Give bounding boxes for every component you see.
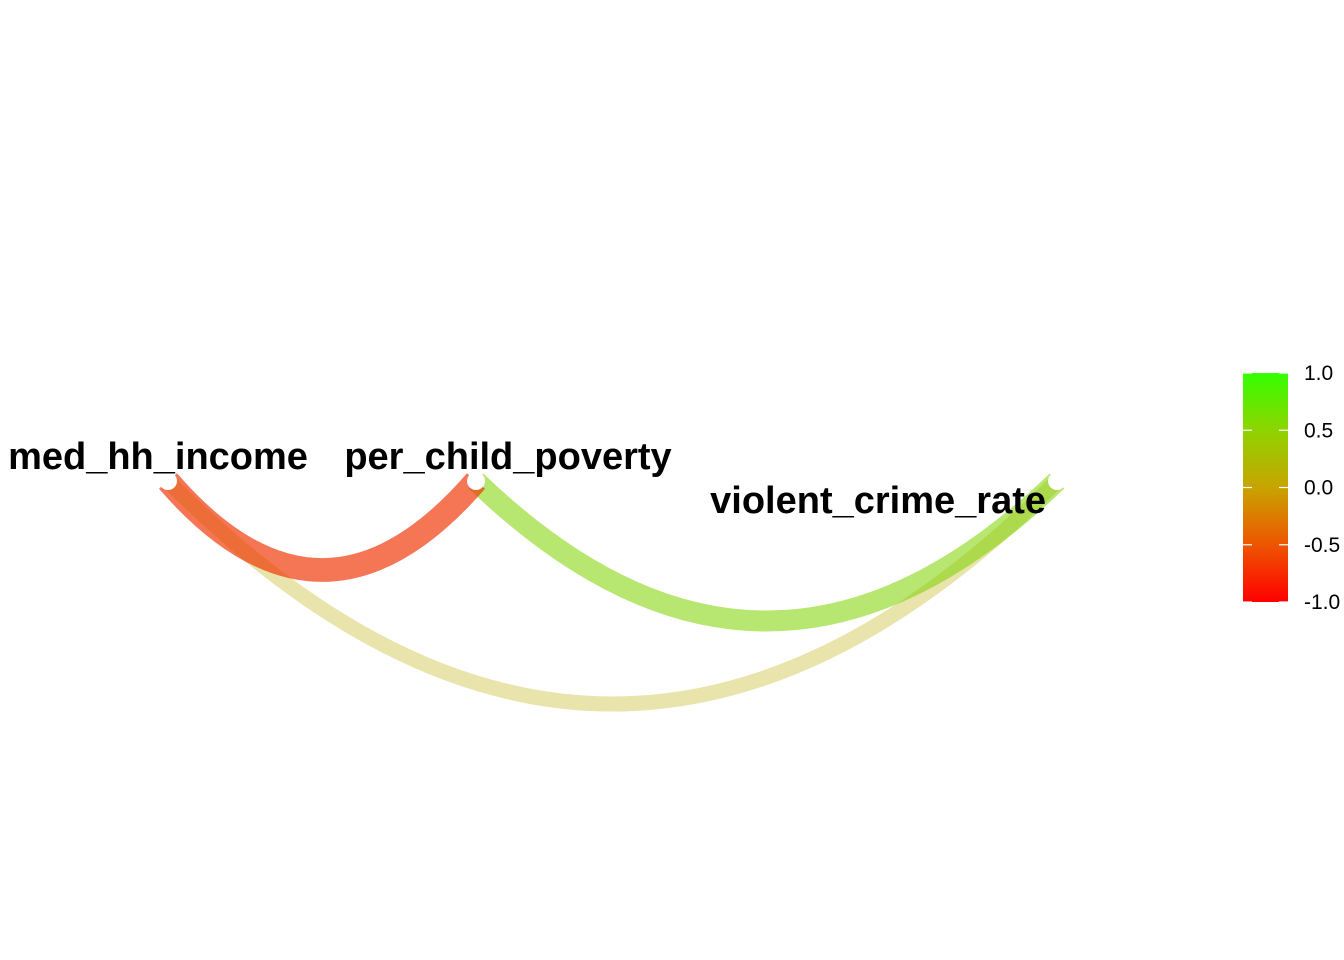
legend-tick-label: 0.5 (1304, 419, 1333, 442)
edges-layer (159, 473, 1065, 712)
edge-med-hh-income-to-violent-crime-rate (162, 475, 1063, 712)
legend-tick-label: 0.0 (1304, 477, 1333, 500)
legend: 1.0 0.5 0.0 -0.5 -1.0 (1243, 362, 1340, 614)
edge-per-child-poverty-to-violent-crime-rate (468, 473, 1065, 632)
node-label-violent-crime-rate: violent_crime_rate (710, 480, 1046, 522)
node-labels-layer: med_hh_income per_child_poverty violent_cr… (8, 436, 1046, 522)
node-label-per-child-poverty: per_child_poverty (344, 436, 671, 478)
legend-tick-label: -0.5 (1304, 534, 1340, 557)
node-per-child-poverty (467, 472, 485, 490)
edge-med-hh-income-to-per-child-poverty (159, 473, 485, 582)
legend-tick-label: -1.0 (1304, 591, 1340, 614)
node-med-hh-income (159, 472, 177, 490)
nodes-layer (159, 472, 1066, 490)
legend-tick-label: 1.0 (1304, 362, 1333, 385)
node-violent-crime-rate (1048, 472, 1066, 490)
node-label-med-hh-income: med_hh_income (8, 436, 308, 478)
legend-ticks: 1.0 0.5 0.0 -0.5 -1.0 (1243, 362, 1340, 614)
